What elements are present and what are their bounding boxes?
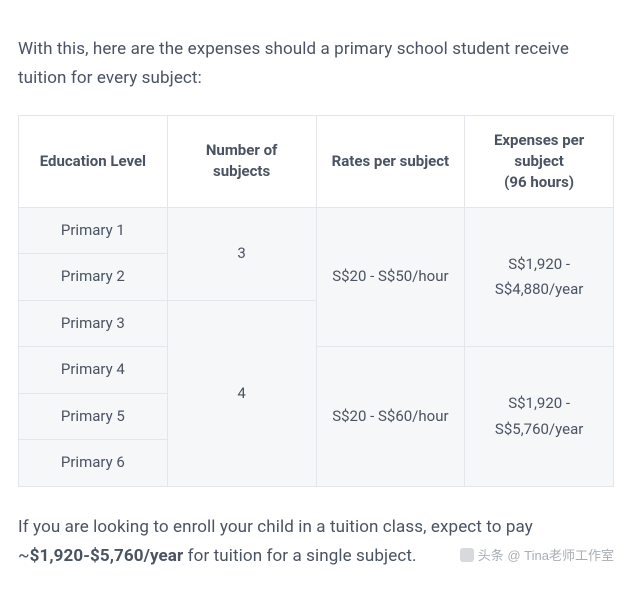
cell-subjects-g1: 3 (167, 207, 316, 300)
expenses-table: Education Level Number of subjects Rates… (18, 115, 614, 487)
col-number-subjects: Number of subjects (167, 115, 316, 207)
cell-expenses-e1: S$1,920 - S$4,880/year (465, 207, 614, 347)
col-expenses-line1: Expenses per subject (494, 131, 584, 170)
cell-level-p2: Primary 2 (19, 254, 168, 301)
col-expenses-line2: (96 hours) (504, 173, 574, 191)
outro-after: for tuition for a single subject. (183, 546, 416, 566)
cell-level-p5: Primary 5 (19, 393, 168, 440)
cell-level-p3: Primary 3 (19, 300, 168, 347)
col-expenses-per-subject: Expenses per subject (96 hours) (465, 115, 614, 207)
cell-level-p4: Primary 4 (19, 347, 168, 394)
cell-subjects-g2: 4 (167, 300, 316, 486)
outro-paragraph: If you are looking to enroll your child … (18, 513, 614, 571)
cell-level-p6: Primary 6 (19, 440, 168, 487)
outro-bold: $1,920-$5,760/year (30, 546, 184, 566)
col-education-level: Education Level (19, 115, 168, 207)
cell-level-p1: Primary 1 (19, 207, 168, 254)
cell-expenses-e2: S$1,920 - S$5,760/year (465, 347, 614, 487)
cell-rates-r2: S$20 - S$60/hour (316, 347, 465, 487)
cell-rates-r1: S$20 - S$50/hour (316, 207, 465, 347)
intro-paragraph: With this, here are the expenses should … (18, 35, 614, 93)
col-rates-per-subject: Rates per subject (316, 115, 465, 207)
